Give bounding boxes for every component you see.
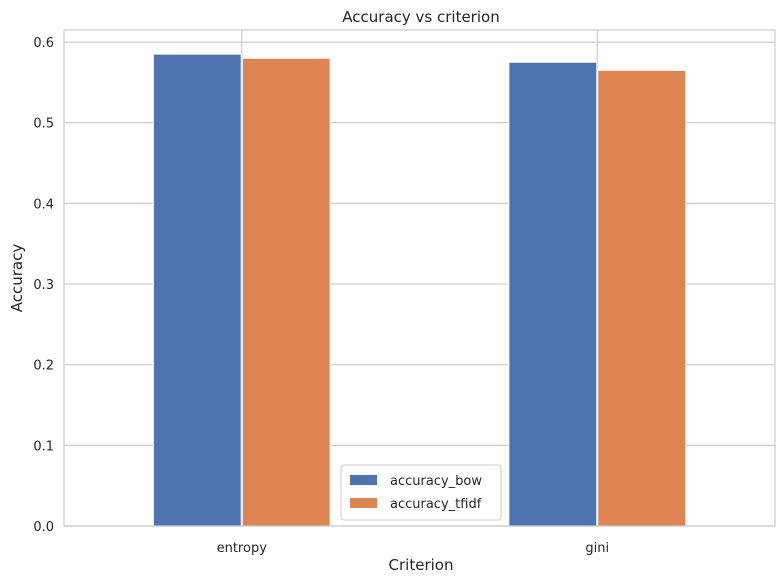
legend-box bbox=[340, 464, 502, 521]
bars bbox=[152, 53, 687, 527]
chart-title: Accuracy vs criterion bbox=[342, 8, 499, 26]
legend-swatch-accuracy-bow bbox=[350, 475, 377, 485]
bar-accuracy_bow-entropy bbox=[152, 53, 242, 527]
x-tick-label-entropy: entropy bbox=[217, 541, 268, 556]
y-tick-label: 0.6 bbox=[33, 36, 54, 51]
legend-label-accuracy-bow: accuracy_bow bbox=[390, 474, 482, 489]
y-tick-label: 0.4 bbox=[33, 197, 54, 212]
plot-frame bbox=[63, 29, 776, 527]
x-tick-label-gini: gini bbox=[585, 541, 609, 556]
y-tick-label: 0.2 bbox=[33, 359, 54, 374]
x-tick-labels: entropy gini bbox=[217, 541, 610, 556]
y-tick-labels: 0.0 0.1 0.2 0.3 0.4 0.5 0.6 bbox=[33, 36, 54, 535]
y-axis-label: Accuracy bbox=[8, 244, 26, 313]
bar-accuracy_tfidf-entropy bbox=[241, 57, 331, 527]
y-tick-label: 0.3 bbox=[33, 278, 54, 293]
bar-accuracy_bow-gini bbox=[508, 61, 598, 527]
legend: accuracy_bow accuracy_tfidf bbox=[340, 464, 502, 521]
y-tick-label: 0.0 bbox=[33, 520, 54, 535]
legend-label-accuracy-tfidf: accuracy_tfidf bbox=[390, 497, 482, 512]
y-tick-label: 0.5 bbox=[33, 117, 54, 132]
legend-swatch-accuracy-tfidf bbox=[350, 498, 377, 508]
bar-accuracy_tfidf-gini bbox=[597, 69, 687, 527]
x-axis-label: Criterion bbox=[389, 556, 454, 574]
y-tick-label: 0.1 bbox=[33, 439, 54, 454]
